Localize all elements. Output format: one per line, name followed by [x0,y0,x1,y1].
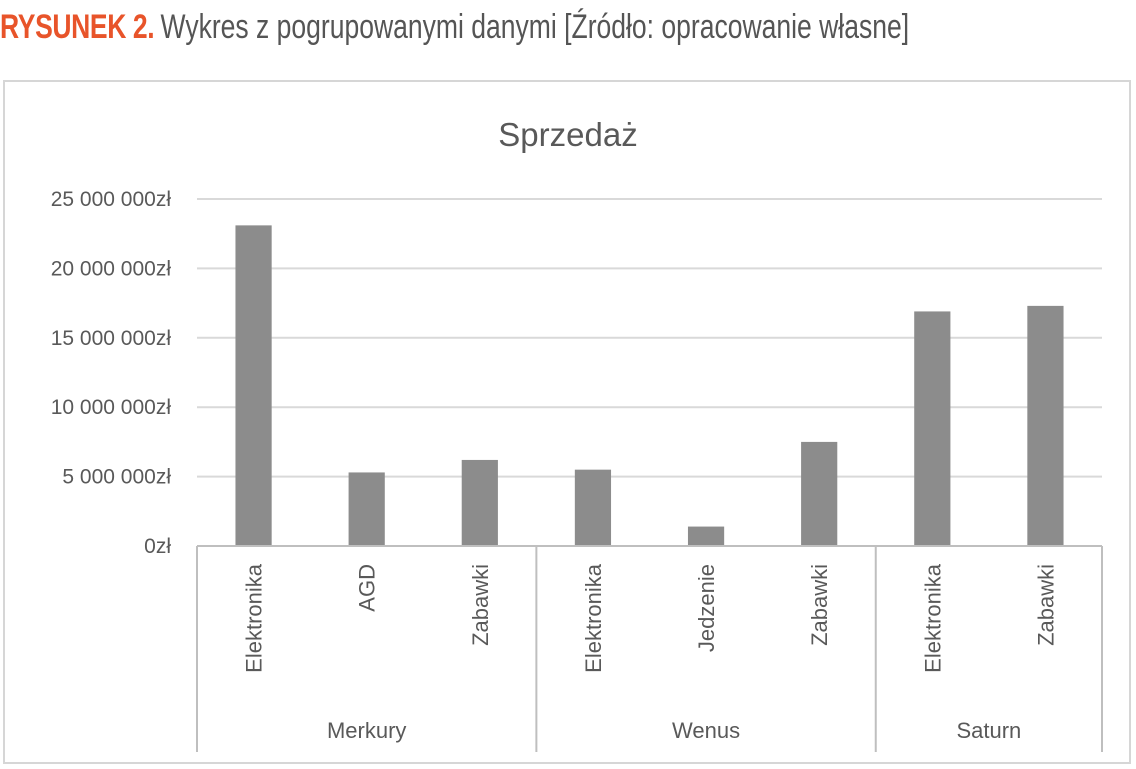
bar [914,311,951,546]
chart-title: Sprzedaż [498,116,637,153]
bar [574,469,612,546]
bar-chart: Sprzedaż 0zł 5 000 000zł 10 000 000zł 15 00… [51,116,1103,752]
x-tick-label: Zabawki [807,564,832,646]
bar [235,225,272,546]
x-tick-label: Jedzenie [694,564,719,652]
bar [801,441,838,546]
y-tick-label: 5 000 000zł [62,466,171,489]
y-tick-label: 25 000 000zł [51,188,172,211]
group-label: Wenus [672,718,740,743]
bars [235,225,1064,546]
figure-caption-label: RYSUNEK 2. [0,8,155,46]
y-tick-label: 10 000 000zł [51,396,172,419]
figure-caption: RYSUNEK 2. Wykres z pogrupowanymi danymi … [0,4,909,50]
gridlines [197,198,1102,478]
x-tick-label: Elektronika [242,563,267,673]
bar [348,472,385,546]
y-tick-label: 0zł [144,535,171,558]
y-axis-tick-labels: 0zł 5 000 000zł 10 000 000zł 15 000 000zł 20… [51,188,172,558]
chart-frame: Sprzedaż 0zł 5 000 000zł 10 000 000zł 15 00… [3,80,1131,764]
bar [461,459,498,546]
x-tick-label: AGD [355,564,380,612]
x-axis [196,545,1103,752]
y-tick-label: 15 000 000zł [51,327,172,350]
group-label: Saturn [956,718,1021,743]
bar [687,526,725,546]
x-tick-label: Zabawki [1033,564,1058,646]
y-tick-label: 20 000 000zł [51,257,172,280]
bar [1027,305,1064,546]
x-axis-category-labels: Elektronika AGD Zabawki Elektronika Jedzenie… [242,563,1059,673]
x-axis-group-labels: Merkury Wenus Saturn [327,718,1021,743]
x-tick-label: Elektronika [920,563,945,673]
x-tick-label: Elektronika [581,563,606,673]
x-tick-label: Zabawki [468,564,493,646]
figure-caption-text: Wykres z pogrupowanymi danymi [Źródło: o… [160,8,910,46]
group-label: Merkury [327,718,406,743]
